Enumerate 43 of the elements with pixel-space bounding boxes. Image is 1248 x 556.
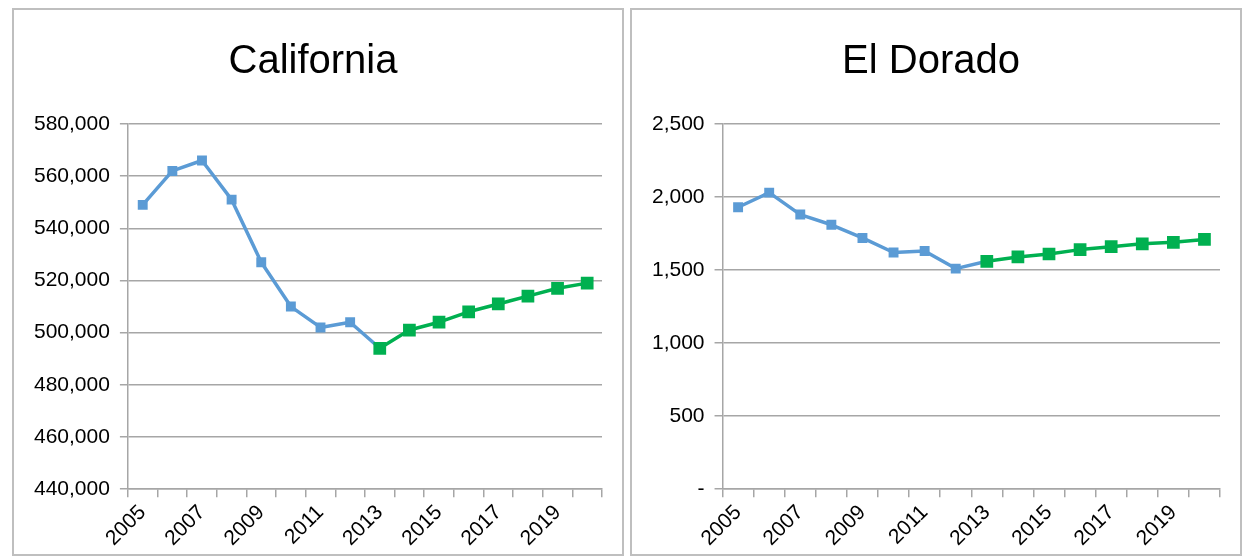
y-tick-label: -	[697, 475, 705, 499]
point	[167, 166, 178, 176]
point	[795, 209, 806, 220]
point	[1135, 237, 1149, 251]
point	[1104, 240, 1118, 254]
y-tick-label: 2,500	[651, 110, 705, 134]
point	[345, 317, 356, 328]
point	[491, 297, 505, 311]
point	[432, 315, 446, 329]
y-tick-label: 460,000	[33, 423, 110, 447]
y-tick-label: 560,000	[33, 162, 110, 186]
point	[919, 246, 930, 257]
y-tick-label: 480,000	[33, 371, 110, 395]
y-tick-label: 580,000	[33, 110, 110, 134]
y-tick-label: 520,000	[33, 267, 110, 291]
point	[256, 257, 267, 268]
point	[285, 301, 296, 312]
y-tick-label: 2,000	[651, 183, 705, 207]
y-tick-label: 500	[669, 402, 705, 426]
point	[137, 199, 148, 210]
y-tick-label: 440,000	[33, 475, 110, 499]
point	[315, 322, 326, 333]
point	[950, 263, 961, 274]
point	[764, 187, 775, 198]
point	[1073, 243, 1087, 256]
point	[403, 323, 416, 337]
y-tick-label: 1,000	[651, 329, 705, 353]
point	[857, 232, 868, 243]
point	[226, 194, 237, 205]
chart-title: California	[228, 37, 399, 82]
point	[521, 289, 535, 303]
point	[580, 276, 594, 290]
chart-title: El Dorado	[842, 37, 1020, 82]
point	[1198, 233, 1211, 246]
point	[197, 155, 207, 166]
point	[826, 219, 837, 230]
point	[551, 281, 564, 295]
point	[462, 305, 476, 319]
y-tick-label: 500,000	[33, 319, 110, 343]
point	[1167, 235, 1180, 249]
y-tick-label: 1,500	[651, 256, 705, 280]
point	[733, 202, 744, 213]
y-tick-label: 540,000	[33, 215, 110, 239]
